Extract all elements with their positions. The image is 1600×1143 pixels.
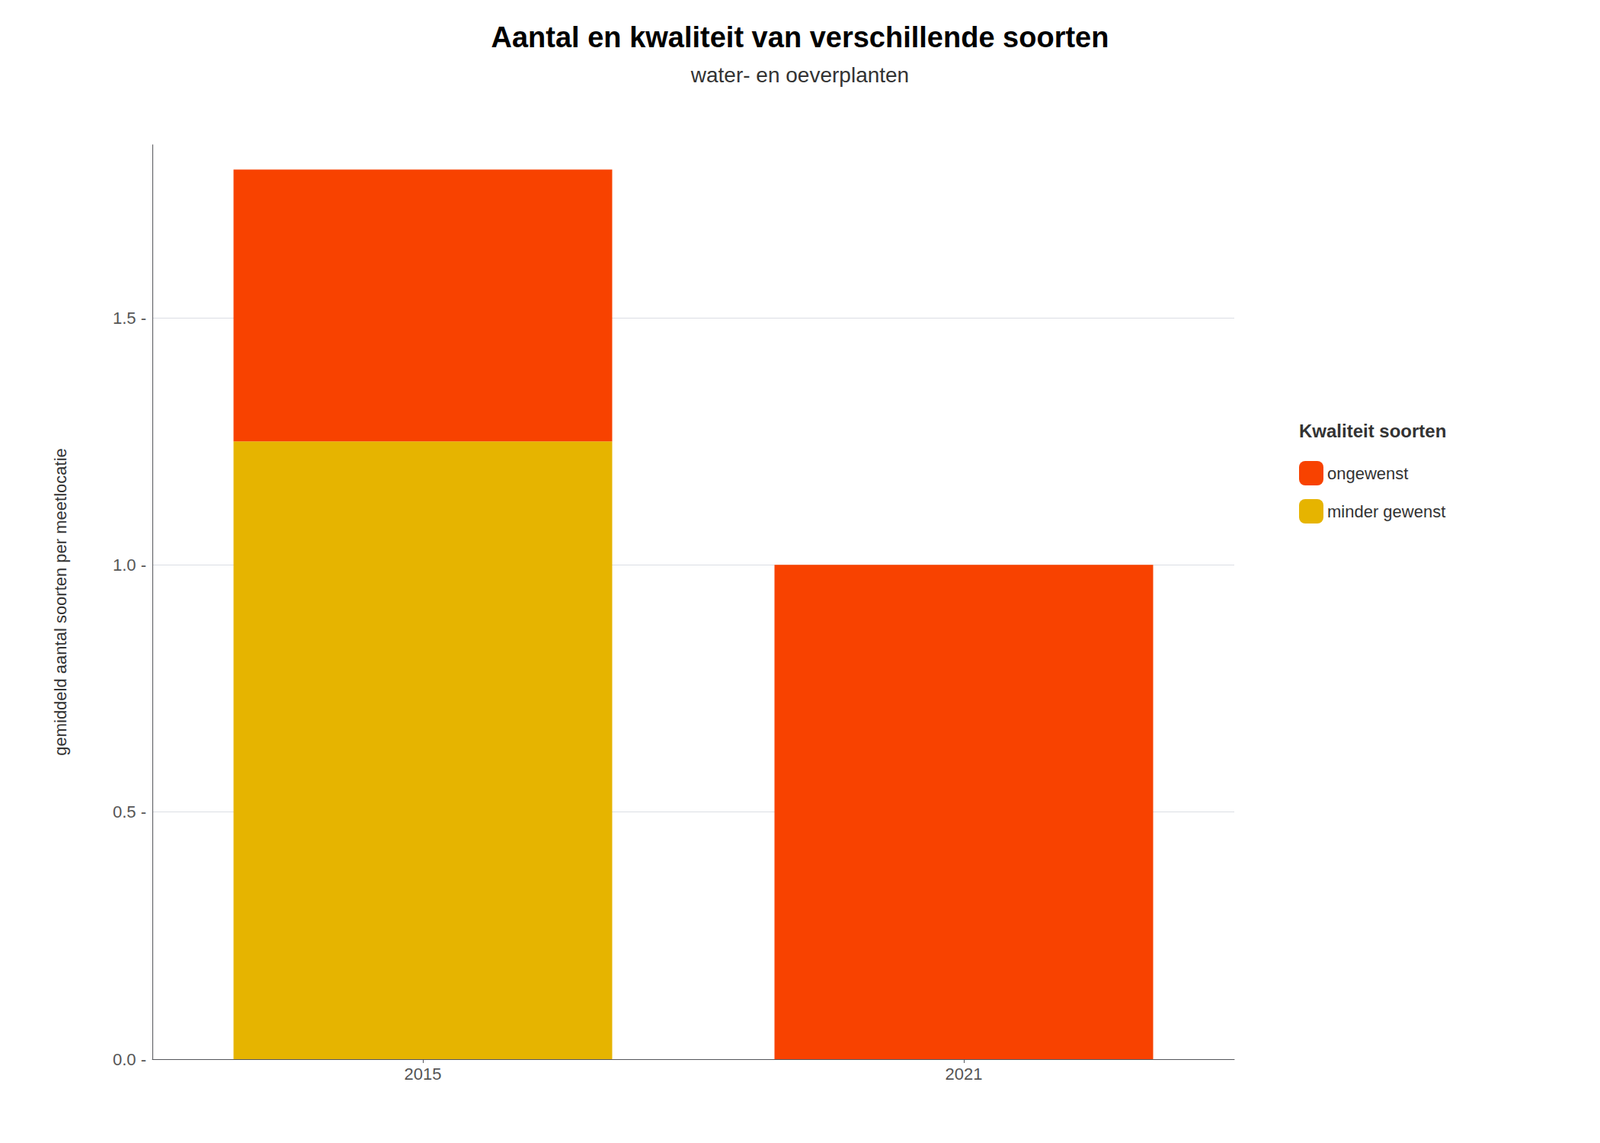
svg-text:Kwaliteit soorten: Kwaliteit soorten: [1299, 420, 1447, 442]
svg-text:2015: 2015: [404, 1064, 442, 1084]
svg-text:water- en oeverplanten: water- en oeverplanten: [690, 63, 909, 87]
svg-text:Aantal en kwaliteit van versch: Aantal en kwaliteit van verschillende so…: [491, 21, 1110, 54]
svg-text:ongewenst: ongewenst: [1327, 464, 1408, 484]
svg-text:minder gewenst: minder gewenst: [1327, 502, 1446, 522]
svg-text:2021: 2021: [945, 1064, 983, 1084]
svg-text:1.5 -: 1.5 -: [112, 308, 147, 328]
svg-text:1.0 -: 1.0 -: [112, 555, 147, 575]
svg-text:0.5 -: 0.5 -: [112, 802, 147, 822]
svg-text:gemiddeld aantal soorten per m: gemiddeld aantal soorten per meetlocatie: [51, 448, 71, 756]
svg-text:0.0 -: 0.0 -: [112, 1049, 147, 1069]
